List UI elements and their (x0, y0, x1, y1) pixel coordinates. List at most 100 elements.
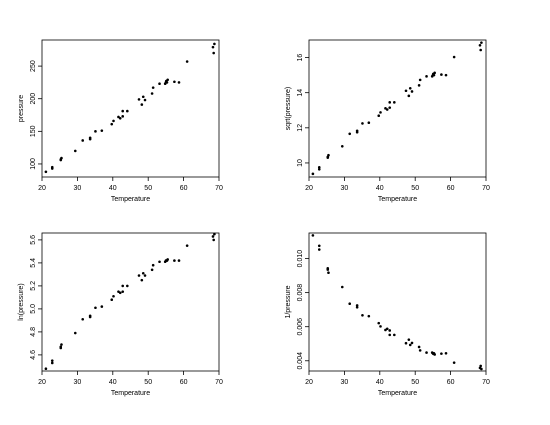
data-point (141, 95, 145, 99)
data-point (418, 78, 422, 82)
data-point (379, 111, 382, 114)
data-point (137, 274, 141, 277)
data-point (94, 306, 97, 310)
data-point (377, 114, 381, 118)
data-point (213, 232, 216, 236)
data-point (452, 361, 456, 364)
y-axis-label: ln(pressure) (18, 283, 25, 320)
x-tick-label: 40 (376, 185, 384, 192)
data-point (340, 144, 344, 148)
data-point (150, 268, 154, 272)
y-tick-label: 100 (30, 158, 37, 170)
data-point (165, 81, 169, 84)
x-tick-label: 70 (482, 379, 490, 386)
data-point (137, 98, 141, 101)
plot-frame (308, 232, 487, 372)
x-tick-label: 30 (74, 185, 82, 192)
data-point (121, 284, 125, 288)
data-point (433, 353, 436, 356)
data-point (212, 51, 215, 55)
data-point (385, 327, 389, 331)
data-point (327, 153, 330, 157)
data-point (404, 341, 408, 345)
data-point (417, 84, 421, 87)
data-point (388, 101, 392, 104)
data-point (60, 343, 63, 346)
x-tick-label: 50 (411, 379, 419, 386)
data-point (385, 108, 389, 111)
data-point (50, 359, 54, 362)
y-axis-label: 1/pressure (285, 285, 292, 318)
y-axis-label: sqrt(pressure) (285, 87, 292, 131)
data-point (81, 139, 85, 142)
data-point (404, 89, 408, 93)
data-point (317, 244, 321, 248)
data-point (425, 351, 428, 354)
data-point (480, 367, 483, 371)
data-point (73, 149, 77, 153)
data-point (88, 136, 92, 140)
data-point (417, 345, 421, 349)
x-tick-label: 20 (38, 185, 46, 192)
data-point (410, 90, 414, 93)
panel-2: 20 30 40 50 60 70 10 12 14 16 Temperature sqrt(pres… (285, 39, 490, 203)
data-point (211, 235, 215, 238)
data-point (379, 325, 382, 328)
data-point (118, 291, 122, 295)
data-point (361, 313, 364, 317)
data-point (118, 116, 122, 120)
data-point (50, 165, 54, 169)
data-point (480, 41, 483, 44)
data-point (177, 259, 181, 262)
data-point (59, 345, 63, 349)
y-tick-label: 4.6 (30, 350, 37, 360)
data-point (121, 290, 125, 293)
data-point (317, 166, 321, 169)
data-point (150, 92, 154, 95)
data-point (151, 263, 155, 267)
data-point (158, 82, 161, 86)
y-tick-label: 250 (30, 60, 37, 72)
x-axis-label: Temperature (378, 196, 417, 203)
x-axis-label: Temperature (111, 196, 150, 203)
data-point (361, 122, 364, 125)
y-tick-label: 0.004 (297, 352, 304, 370)
data-point (311, 234, 315, 237)
data-point (367, 121, 371, 125)
data-point (393, 101, 396, 104)
data-point (158, 260, 161, 264)
data-point (110, 298, 114, 302)
data-point (121, 109, 125, 113)
x-tick-label: 40 (109, 379, 117, 386)
y-tick-label: 4.8 (30, 327, 37, 337)
data-point (88, 314, 92, 318)
y-tick-label: 0.010 (297, 250, 304, 268)
data-point (425, 75, 428, 78)
data-point (44, 170, 48, 174)
y-axis-label: pressure (18, 95, 25, 122)
y-tick-label: 0.006 (297, 318, 304, 336)
data-point (212, 238, 215, 242)
x-tick-label: 60 (447, 379, 455, 386)
data-point (388, 329, 392, 332)
x-tick-label: 30 (341, 185, 349, 192)
panel-4: 20 30 40 50 60 70 0.004 0.006 0.008 0.010 Temperat… (285, 232, 490, 397)
data-point (317, 248, 321, 251)
data-point (173, 80, 176, 84)
data-point (94, 130, 97, 133)
y-tick-label: 150 (30, 125, 37, 137)
data-point (440, 73, 443, 76)
data-point (355, 304, 359, 307)
y-tick-label: 5.4 (30, 258, 37, 268)
x-tick-label: 40 (109, 185, 117, 192)
data-point (185, 60, 189, 63)
data-point (60, 156, 63, 160)
data-point (126, 109, 129, 113)
data-point (327, 271, 330, 274)
plot-frame (308, 39, 487, 178)
data-point (166, 78, 169, 82)
data-point (444, 351, 448, 355)
data-point (478, 43, 482, 47)
data-point (173, 259, 176, 262)
